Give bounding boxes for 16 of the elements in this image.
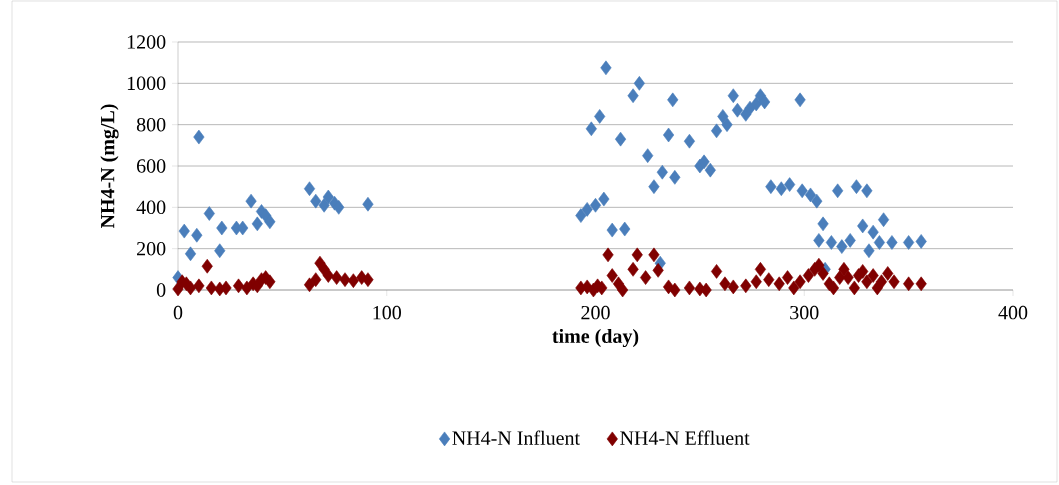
- x-tick-label: 400: [998, 305, 1028, 320]
- legend-label: NH4-N Influent: [452, 430, 580, 445]
- y-tick-label: 1200: [127, 35, 166, 49]
- y-tick-label: 200: [137, 241, 166, 256]
- x-tick-label: 0: [173, 305, 183, 320]
- y-tick-label: 0: [156, 283, 166, 297]
- x-tick-label: 300: [790, 305, 819, 320]
- x-axis-title: time (day): [552, 328, 639, 348]
- y-tick-label: 400: [136, 200, 166, 215]
- y-tick-label: 800: [136, 117, 166, 132]
- legend-label: NH4-N Effluent: [620, 430, 750, 445]
- y-tick-label: 1000: [127, 76, 166, 91]
- y-axis-title: NH4-N (mg/L): [100, 104, 119, 229]
- x-tick-label: 100: [373, 305, 401, 320]
- y-tick-label: 600: [136, 159, 166, 173]
- x-tick-label: 200: [581, 305, 610, 320]
